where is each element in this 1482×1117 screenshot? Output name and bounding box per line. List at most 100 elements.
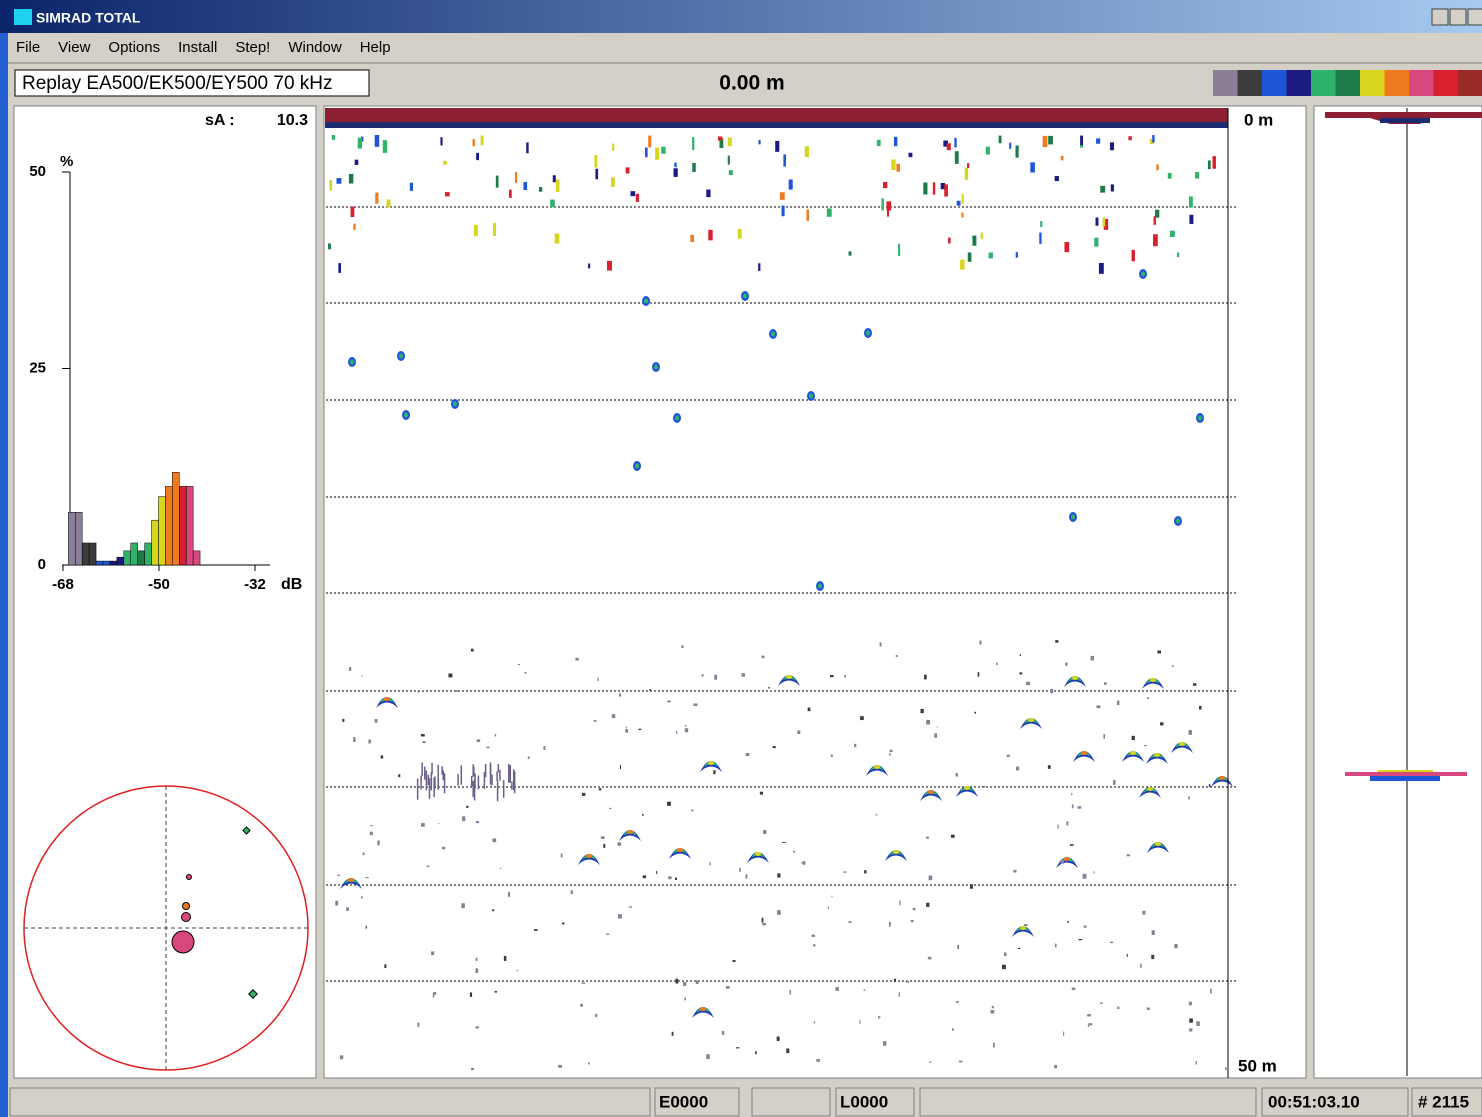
echo-trace [493, 223, 496, 236]
school-trace [499, 770, 501, 781]
noise [426, 865, 429, 866]
noise [714, 675, 717, 680]
school-trace [471, 776, 473, 786]
noise [1065, 662, 1067, 665]
window-title: SIMRAD TOTAL [36, 10, 141, 26]
echo-trace [336, 178, 341, 184]
school-trace [437, 779, 439, 790]
echo-trace [556, 179, 560, 191]
noise [456, 690, 458, 691]
noise [500, 868, 501, 869]
echo-trace [944, 184, 948, 196]
y-axis-label: % [60, 153, 73, 170]
noise [1070, 844, 1074, 846]
echo-trace [588, 264, 590, 269]
noise [803, 861, 806, 865]
echo-trace [738, 229, 742, 239]
minimize-button[interactable] [1432, 9, 1448, 25]
surface-profile [1380, 118, 1430, 123]
menu-item[interactable]: Window [288, 39, 342, 56]
school-trace [429, 778, 431, 799]
noise [681, 645, 683, 648]
echo-trace [473, 139, 475, 146]
close-button[interactable] [1468, 9, 1482, 25]
noise [828, 906, 829, 908]
window-buttons[interactable] [1432, 9, 1482, 25]
echo-trace [965, 168, 968, 180]
menu-item[interactable]: View [58, 39, 90, 56]
school-trace [498, 764, 500, 773]
echo-trace [1030, 162, 1035, 172]
echo-trace [758, 263, 760, 271]
echo-target [771, 332, 775, 337]
x-axis-label: dB [281, 576, 302, 593]
echo-trace [1177, 252, 1179, 257]
echo-trace [955, 151, 959, 164]
echo-trace [539, 187, 542, 192]
noise [1152, 930, 1155, 935]
noise [1225, 1067, 1227, 1070]
echo-trace [338, 263, 341, 273]
noise [384, 964, 386, 968]
y-tick-label: 0 [38, 556, 46, 573]
echo-trace [550, 200, 555, 208]
noise [1193, 683, 1196, 686]
target-dot [182, 913, 191, 922]
noise [629, 906, 632, 907]
echo-trace [782, 205, 785, 216]
fish-echo [1154, 753, 1160, 757]
echo-trace [948, 238, 951, 244]
noise [1079, 939, 1083, 940]
noise [381, 755, 384, 758]
noise [762, 918, 764, 923]
school-trace [472, 781, 474, 797]
menu-item[interactable]: Help [360, 39, 391, 56]
maximize-button[interactable] [1450, 9, 1466, 25]
app-icon [14, 9, 32, 25]
menu-item[interactable]: Step! [235, 39, 270, 56]
echo-trace [496, 176, 499, 188]
echo-trace [1094, 238, 1098, 247]
echo-trace [775, 141, 779, 152]
school-trace [511, 781, 513, 789]
noise [650, 689, 652, 691]
menu-item[interactable]: Options [108, 39, 160, 56]
noise [656, 871, 657, 874]
noise [1140, 964, 1141, 969]
echo-trace [476, 153, 479, 160]
noise [1063, 1032, 1064, 1036]
echo-trace [805, 146, 809, 157]
echo-trace [1096, 138, 1100, 143]
noise [377, 840, 379, 845]
echo-trace [555, 234, 560, 244]
layer-profile [1378, 770, 1433, 772]
fish-echo [755, 852, 761, 856]
depth-top-label: 0 m [1244, 110, 1273, 129]
noise [543, 746, 545, 750]
noise [831, 896, 832, 898]
echo-trace [607, 261, 612, 271]
noise [1100, 1002, 1103, 1003]
noise [911, 920, 914, 922]
menu-item[interactable]: File [16, 39, 40, 56]
echo-trace [729, 170, 733, 175]
noise [879, 1016, 880, 1017]
histogram-bar [186, 486, 193, 565]
echo-trace [655, 147, 659, 159]
noise [956, 1001, 959, 1002]
noise [676, 979, 679, 984]
echo-trace [898, 244, 900, 256]
noise [746, 753, 750, 756]
echo-trace [989, 253, 993, 259]
noise [588, 1062, 590, 1064]
noise [993, 1043, 995, 1048]
noise [618, 842, 622, 845]
noise [423, 741, 426, 743]
color-swatch [1409, 70, 1434, 96]
fish-echo [893, 850, 899, 854]
noise [982, 786, 986, 787]
noise [1189, 1018, 1193, 1022]
noise [958, 945, 959, 949]
menu-item[interactable]: Install [178, 39, 217, 56]
echo-trace [1168, 173, 1172, 179]
